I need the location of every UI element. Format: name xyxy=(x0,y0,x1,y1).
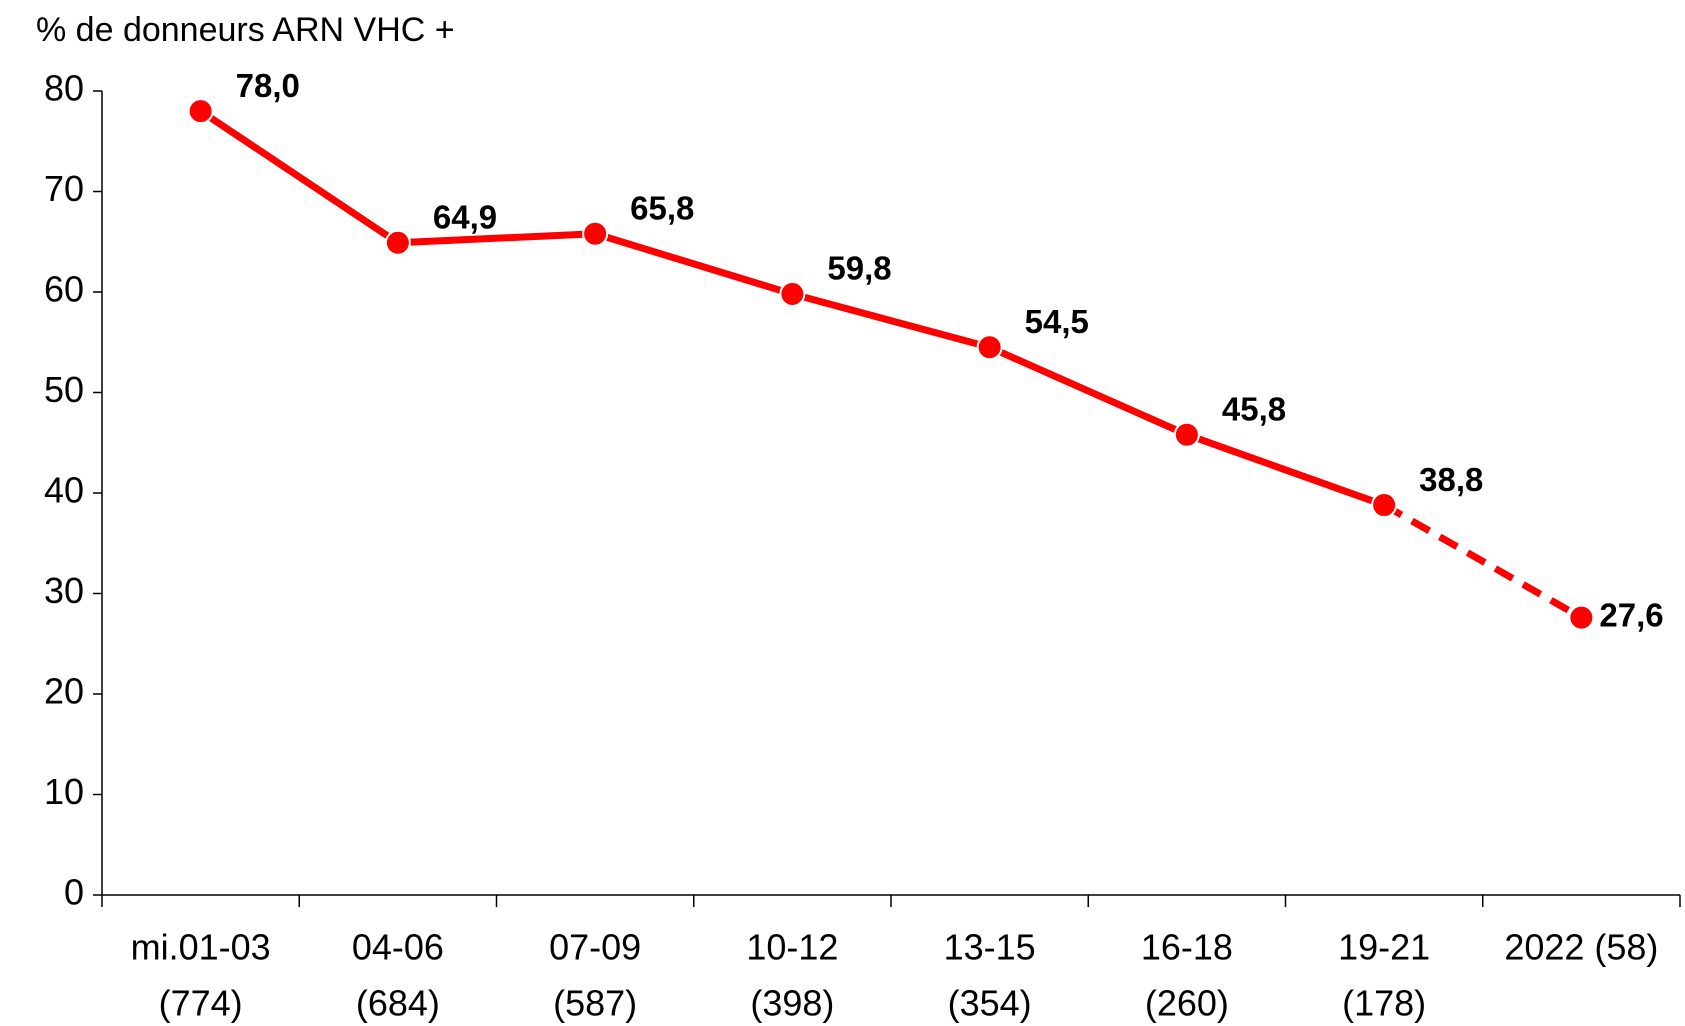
y-tick-label: 10 xyxy=(44,771,84,812)
x-tick-label: 16-18 xyxy=(1141,927,1233,968)
value-label: 54,5 xyxy=(1025,303,1089,340)
x-tick-label: 2022 (58) xyxy=(1504,927,1658,968)
x-tick-label: (354) xyxy=(948,983,1032,1024)
marker xyxy=(976,334,1003,361)
marker xyxy=(779,281,806,308)
value-label: 45,8 xyxy=(1222,390,1286,427)
y-tick-label: 0 xyxy=(64,872,84,913)
value-label: 65,8 xyxy=(630,189,694,226)
x-tick-label: mi.01-03 xyxy=(131,927,271,968)
y-tick-label: 80 xyxy=(44,68,84,109)
y-tick-label: 30 xyxy=(44,570,84,611)
marker xyxy=(582,220,609,247)
marker xyxy=(1568,604,1595,631)
y-tick-label: 60 xyxy=(44,269,84,310)
x-tick-label: 04-06 xyxy=(352,927,444,968)
marker xyxy=(384,229,411,256)
marker xyxy=(187,98,214,125)
line-dashed xyxy=(1382,502,1584,621)
y-tick-label: 20 xyxy=(44,671,84,712)
value-label: 59,8 xyxy=(827,250,891,287)
value-label: 64,9 xyxy=(433,198,497,235)
marker xyxy=(1173,421,1200,448)
x-tick-label: (398) xyxy=(750,983,834,1024)
x-tick-label: 13-15 xyxy=(944,927,1036,968)
x-tick-label: 10-12 xyxy=(746,927,838,968)
x-tick-label: (587) xyxy=(553,983,637,1024)
line xyxy=(198,108,1386,509)
x-tick-label: 19-21 xyxy=(1338,927,1430,968)
marker xyxy=(1371,492,1398,519)
x-tick-label: (178) xyxy=(1342,983,1426,1024)
value-label: 78,0 xyxy=(236,67,300,104)
x-tick-label: (260) xyxy=(1145,983,1229,1024)
x-tick-label: 07-09 xyxy=(549,927,641,968)
y-tick-label: 50 xyxy=(44,369,84,410)
x-tick-label: (684) xyxy=(356,983,440,1024)
y-tick-label: 40 xyxy=(44,470,84,511)
value-label: 27,6 xyxy=(1599,596,1663,633)
y-axis-label: % de donneurs ARN VHC + xyxy=(36,11,455,49)
y-tick-label: 70 xyxy=(44,168,84,209)
x-tick-label: (774) xyxy=(159,983,243,1024)
value-label: 38,8 xyxy=(1419,461,1483,498)
